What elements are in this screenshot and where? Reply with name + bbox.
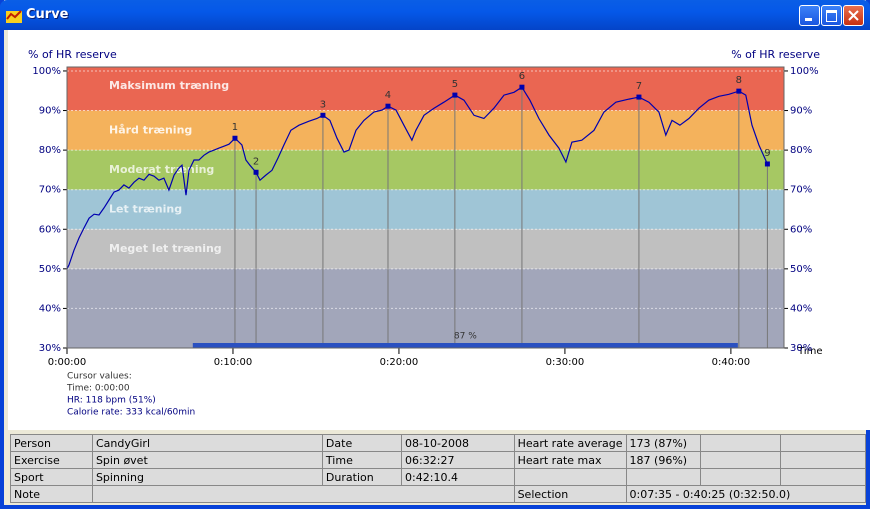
cell: Duration [321, 468, 403, 486]
marker-label: 2 [253, 156, 259, 167]
cursor-value: Time: 0:00:00 [66, 384, 130, 394]
x-tick-label: 0:30:00 [546, 357, 585, 368]
minimize-button[interactable] [799, 5, 820, 26]
cell: Spinning [91, 468, 323, 486]
selection-label: 87 % [454, 332, 477, 342]
y-tick-label: 40% [39, 303, 61, 314]
y-tick-label: 40% [790, 303, 812, 314]
chart: % of HR reserve % of HR reserve Time Mak… [8, 30, 870, 430]
title-bar: Curve [0, 0, 870, 30]
zone-label: Moderat træning [109, 163, 214, 176]
cell [700, 468, 782, 486]
cell [780, 468, 866, 486]
close-icon [848, 10, 859, 21]
cell [513, 468, 627, 486]
cell: Person [10, 434, 93, 452]
cell: Exercise [10, 451, 93, 469]
marker-label: 1 [232, 122, 238, 133]
marker [636, 94, 642, 100]
x-tick-label: 0:20:00 [380, 357, 419, 368]
y-tick-label: 60% [39, 224, 61, 235]
marker-label: 5 [452, 79, 458, 90]
marker [232, 135, 238, 141]
cursor-value: Cursor values: [67, 372, 132, 382]
cell: Time [321, 451, 403, 469]
cell [91, 485, 515, 503]
marker [736, 88, 742, 94]
window-title: Curve [26, 7, 69, 22]
selection-bar [192, 343, 738, 348]
y-tick-label: 90% [39, 106, 61, 117]
marker [385, 103, 391, 109]
cell: Heart rate max [513, 451, 627, 469]
cell: Heart rate average [513, 434, 627, 452]
y-tick-label: 70% [790, 185, 812, 196]
y-tick-label: 80% [790, 145, 812, 156]
marker [519, 84, 525, 90]
y-tick-label: 80% [39, 145, 61, 156]
y-tick-label: 100% [32, 66, 61, 77]
app-icon [6, 10, 22, 23]
zone-band [67, 229, 784, 269]
hr-curve [66, 86, 768, 270]
x-tick-label: 0:40:00 [712, 357, 751, 368]
zone-label: Meget let træning [109, 242, 222, 255]
y-tick-label: 100% [790, 66, 819, 77]
cursor-value: HR: 118 bpm (51%) [67, 396, 156, 406]
y-tick-label: 50% [790, 264, 812, 275]
cell [780, 451, 866, 469]
y-axis-label-right: % of HR reserve [731, 48, 820, 61]
y-tick-label: 90% [790, 106, 812, 117]
y-tick-label: 70% [39, 185, 61, 196]
cell: 0:42:10.4 [401, 468, 515, 486]
x-tick-label: 0:00:00 [48, 357, 87, 368]
cell [625, 468, 702, 486]
zone-band [67, 189, 784, 230]
close-button[interactable] [843, 5, 864, 26]
y-axis-label-left: % of HR reserve [28, 48, 117, 61]
plot-frame [66, 66, 785, 349]
x-axis-label: Time [797, 346, 822, 357]
zone-band [67, 67, 784, 111]
cell [700, 434, 782, 452]
marker-label: 3 [320, 99, 326, 110]
cell: CandyGirl [91, 434, 323, 452]
cell [780, 434, 866, 452]
marker-label: 6 [519, 71, 525, 82]
cell: Sport [10, 468, 93, 486]
marker [253, 169, 259, 175]
marker [764, 161, 770, 167]
marker [452, 92, 458, 98]
zone-label: Maksimum træning [109, 79, 229, 92]
cell [700, 451, 782, 469]
cursor-value: Calorie rate: 333 kcal/60min [67, 408, 195, 418]
cell: 0:07:35 - 0:40:25 (0:32:50.0) [625, 485, 867, 503]
y-tick-label: 30% [39, 343, 61, 354]
cell: Spin øvet [91, 451, 323, 469]
maximize-button[interactable] [821, 5, 842, 26]
y-tick-label: 30% [790, 343, 812, 354]
cell: 173 (87%) [625, 434, 702, 452]
marker-label: 4 [385, 90, 391, 101]
zone-label: Hård træning [109, 123, 192, 136]
zone-band [67, 150, 784, 190]
cell: Selection [513, 485, 627, 503]
y-tick-label: 60% [790, 224, 812, 235]
cell: 06:32:27 [401, 451, 515, 469]
x-tick-label: 0:10:00 [214, 357, 253, 368]
cell: Date [321, 434, 403, 452]
info-table: Person CandyGirl Date 08-10-2008 Heart rate … [10, 434, 867, 503]
cell: Note [10, 485, 93, 503]
cell: 08-10-2008 [401, 434, 515, 452]
marker-label: 7 [636, 81, 642, 92]
marker-label: 9 [764, 148, 770, 159]
marker [320, 112, 326, 118]
marker-label: 8 [736, 75, 742, 86]
y-tick-label: 50% [39, 264, 61, 275]
zone-label: Let træning [109, 202, 182, 215]
cell: 187 (96%) [625, 451, 702, 469]
